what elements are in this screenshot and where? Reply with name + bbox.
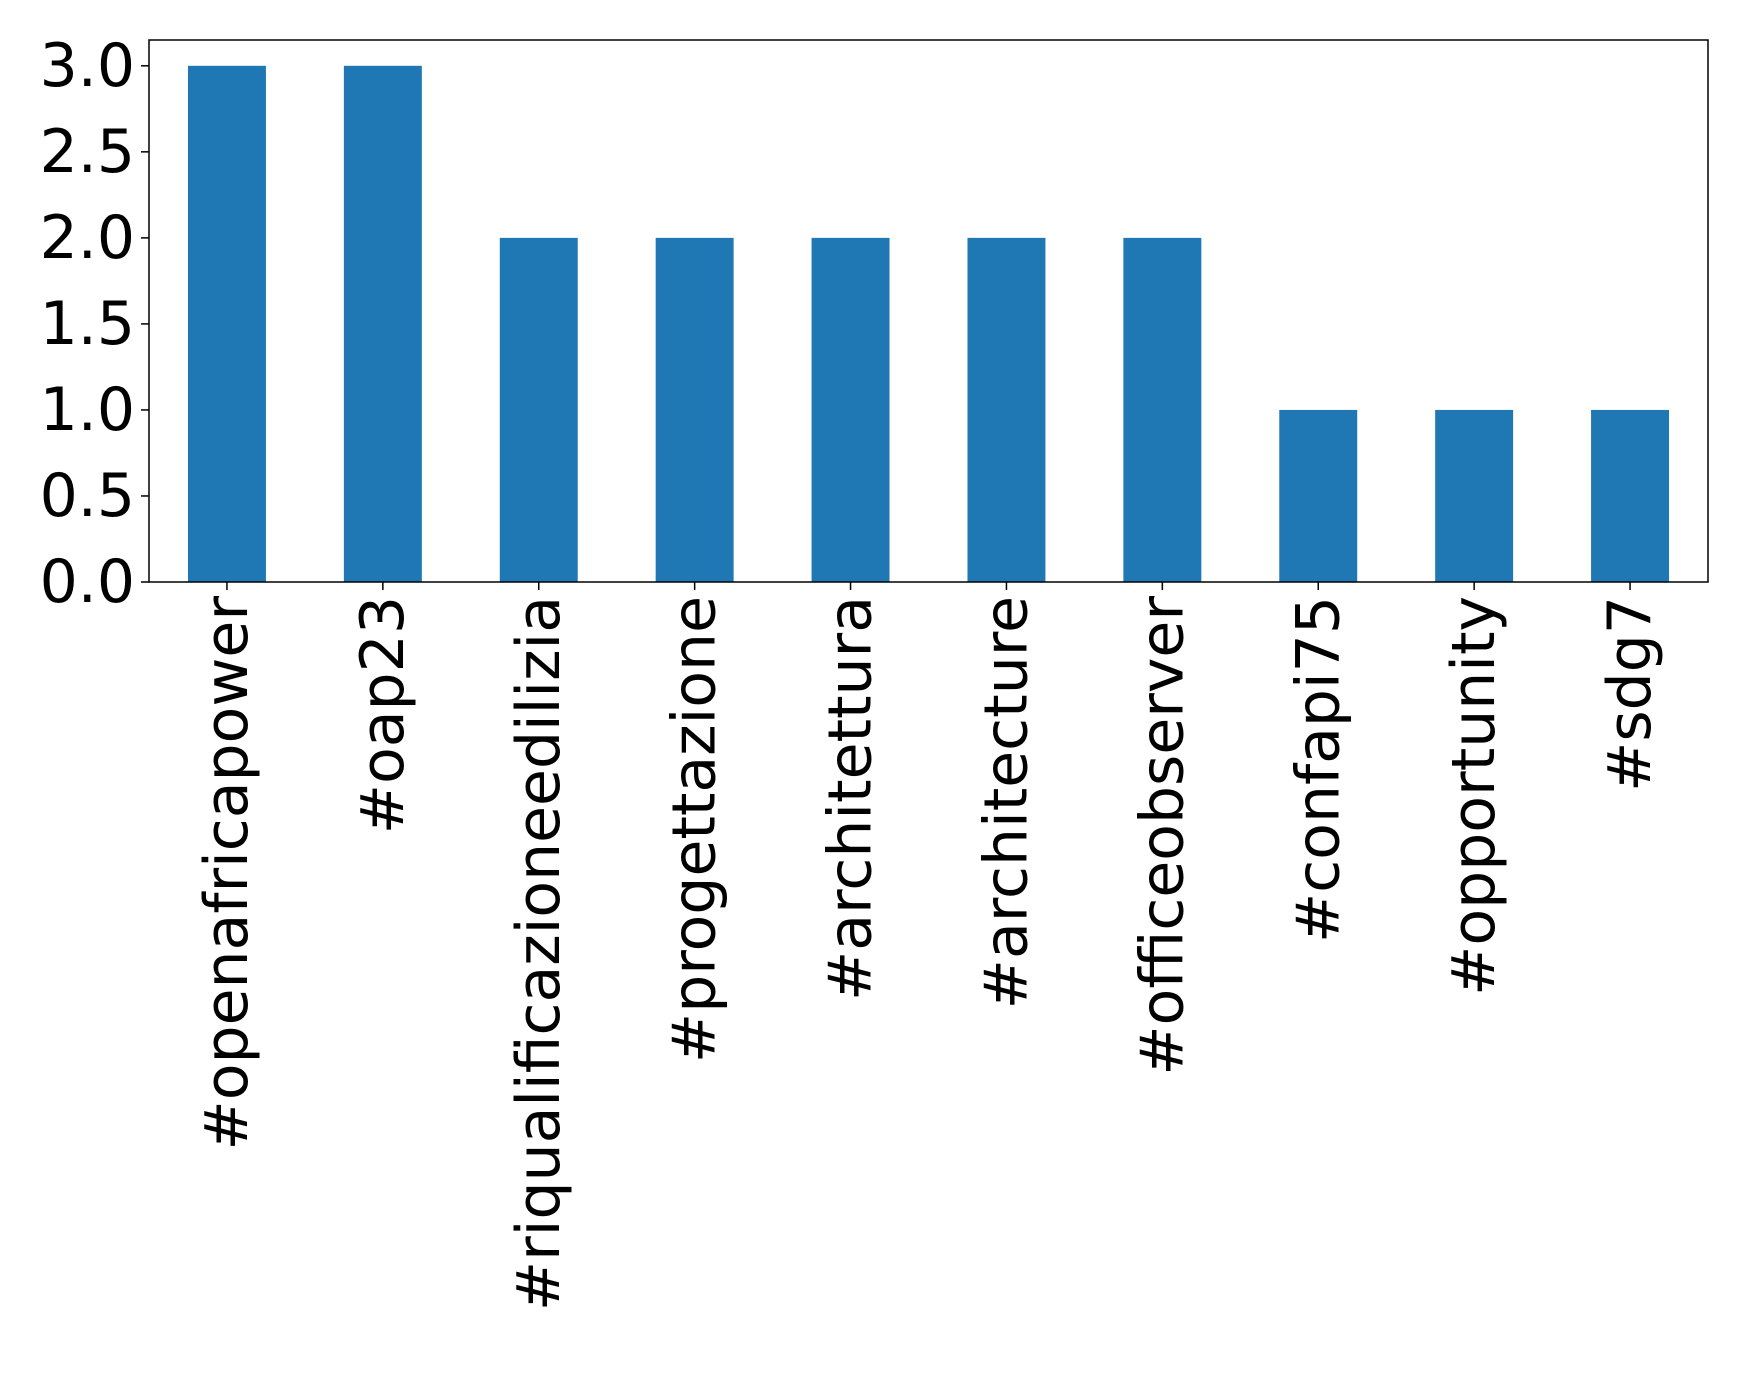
x-tick-label: #openafricapower [192, 596, 262, 1151]
bar [811, 237, 890, 582]
x-tick-label: #architecture [971, 596, 1041, 1009]
bar [1279, 409, 1358, 582]
x-tick-label: #officeobserver [1127, 596, 1197, 1076]
y-tick-label: 3.0 [40, 31, 135, 101]
bar [655, 237, 734, 582]
x-tick-label: #oap23 [348, 596, 418, 834]
x-tick-label: #sdg7 [1595, 596, 1665, 792]
axes-frame [148, 39, 1709, 583]
bar [343, 65, 422, 583]
y-tick-label: 2.5 [40, 117, 135, 187]
y-tick-label: 0.5 [40, 461, 135, 531]
x-tick-label: #opportunity [1439, 596, 1509, 996]
x-tick-label: #riqualificazioneedilizia [504, 596, 574, 1311]
bar [499, 237, 578, 582]
y-tick-label: 1.5 [40, 289, 135, 359]
x-tick-label: #architettura [816, 596, 886, 1001]
x-tick-label: #confapi75 [1283, 596, 1353, 943]
bar [187, 65, 266, 583]
y-tick-label: 0.0 [40, 547, 135, 617]
bar [967, 237, 1046, 582]
x-tick-label: #progettazione [660, 596, 730, 1063]
y-tick-label: 1.0 [40, 375, 135, 445]
y-tick-label: 2.0 [40, 203, 135, 273]
bar [1123, 237, 1202, 582]
bar [1435, 409, 1514, 582]
bar [1591, 409, 1670, 582]
